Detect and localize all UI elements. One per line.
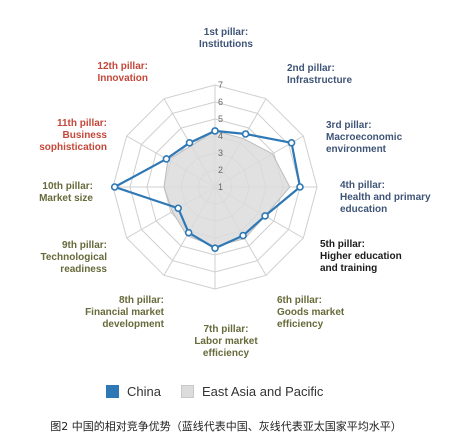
china-point-5 [261, 212, 269, 220]
legend-item-china: China [106, 384, 161, 399]
axis-label-9: 9th pillar: Technological readiness [41, 240, 108, 276]
axis-label-11: 11th pillar: Business sophistication [39, 118, 107, 154]
axis-label-line: and training [320, 263, 378, 274]
axis-label-line: Institutions [199, 39, 253, 50]
axis-label-line: readiness [60, 264, 107, 275]
axis-label-line: Labor market [194, 336, 258, 347]
legend-item-region: East Asia and Pacific [180, 384, 324, 399]
axis-label-line: Health and primary [340, 192, 431, 203]
axis-label-line: 10th pillar: [42, 181, 93, 192]
tick-label-6: 6 [218, 97, 223, 107]
axis-label-line: development [102, 319, 164, 330]
axis-label-line: 2nd pillar: [287, 63, 335, 74]
tick-label-2: 2 [218, 165, 223, 175]
axis-label-line: Technological [40, 252, 108, 263]
axis-label-line: Higher education [320, 251, 402, 262]
axis-label-4: 4th pillar: Health and primary education [340, 180, 431, 216]
tick-label-7: 7 [218, 80, 223, 90]
axis-label-3: 3rd pillar: Macroeconomic environment [326, 120, 402, 156]
axis-label-line: 11th pillar: [56, 118, 107, 129]
axis-label-line: 7th pillar: [203, 324, 249, 335]
china-point-4 [296, 183, 304, 191]
axis-label-line: Business [62, 130, 107, 141]
tick-label-1: 1 [218, 182, 223, 192]
legend-label-region: East Asia and Pacific [201, 384, 324, 399]
axis-label-line: 5th pillar: [320, 239, 366, 250]
legend-swatch-china [106, 385, 119, 398]
axis-label-line: 4th pillar: [340, 180, 386, 191]
legend: China East Asia and Pacific [106, 384, 343, 399]
axis-label-line: 1st pillar: [203, 27, 249, 38]
axis-label-1: 1st pillar: Institutions [199, 27, 253, 51]
axis-label-10: 10th pillar: Market size [39, 181, 93, 205]
axis-label-line: Infrastructure [287, 75, 353, 86]
axis-label-line: Financial market [85, 307, 164, 318]
axis-label-12: 12th pillar: Innovation [97, 61, 148, 85]
china-point-7 [211, 244, 219, 252]
axis-label-line: sophistication [39, 142, 107, 153]
axis-label-8: 8th pillar: Financial market development [85, 295, 164, 331]
legend-swatch-region [180, 385, 194, 398]
axis-label-2: 2nd pillar: Infrastructure [287, 63, 352, 87]
axis-label-6: 6th pillar: Goods market efficiency [277, 295, 344, 331]
axis-label-line: 12th pillar: [97, 61, 148, 72]
china-point-6 [239, 231, 247, 240]
axis-label-line: Market size [39, 193, 93, 204]
axis-label-line: 8th pillar: [118, 295, 164, 306]
axis-label-line: education [340, 204, 388, 215]
axis-label-line: Macroeconomic [326, 132, 403, 143]
china-point-1 [211, 127, 219, 135]
china-point-10 [110, 183, 119, 191]
china-point-12 [185, 139, 194, 147]
legend-label-china: China [127, 384, 161, 399]
figure-caption: 图2 中国的相对竞争优势（蓝线代表中国、灰线代表亚太国家平均水平） [50, 420, 402, 433]
axis-label-line: efficiency [202, 348, 250, 359]
china-point-3 [287, 139, 296, 147]
china-point-8 [184, 228, 193, 237]
axis-label-line: 3rd pillar: [326, 120, 372, 131]
tick-label-5: 5 [218, 114, 223, 124]
china-point-9 [174, 204, 182, 213]
axis-label-line: 9th pillar: [61, 240, 107, 251]
axis-label-line: efficiency [277, 319, 324, 330]
china-point-11 [162, 155, 171, 163]
china-point-2 [241, 130, 250, 138]
tick-label-4: 4 [218, 131, 223, 141]
axis-label-line: environment [326, 144, 387, 155]
axis-label-7: 7th pillar: Labor market efficiency [194, 324, 257, 360]
axis-label-line: 6th pillar: [277, 295, 323, 306]
axis-label-line: Goods market [277, 307, 345, 318]
axis-label-line: Innovation [97, 73, 148, 84]
tick-label-3: 3 [218, 148, 223, 158]
axis-label-5: 5th pillar: Higher education and training [320, 239, 402, 275]
